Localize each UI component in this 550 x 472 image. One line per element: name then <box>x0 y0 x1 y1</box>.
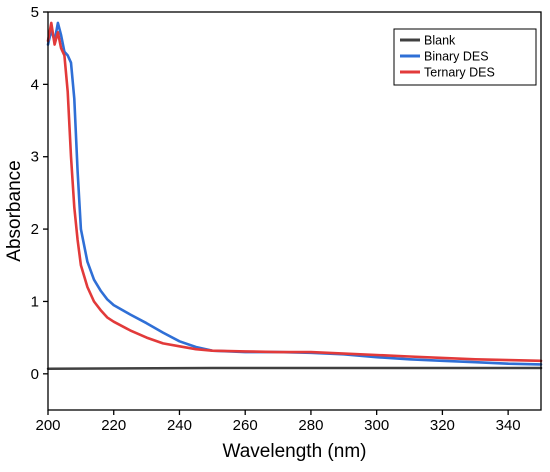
y-tick-label: 2 <box>31 221 39 238</box>
x-tick-label: 280 <box>298 417 323 434</box>
tick-layer: 200 220 240 260 280 300 320 340 0 1 2 3 4 5 <box>31 4 521 434</box>
plot-frame <box>47 11 542 411</box>
legend-label-ternary-des: Ternary DES <box>424 66 495 80</box>
x-tick-label: 240 <box>167 417 192 434</box>
y-tick-label: 0 <box>31 366 39 383</box>
x-axis-title: Wavelength (nm) <box>223 441 367 462</box>
series-line-binary-des <box>46 21 543 366</box>
legend-label-blank: Blank <box>424 34 456 48</box>
x-tick-label: 220 <box>101 417 126 434</box>
y-axis-title: Absorbance <box>4 160 25 261</box>
y-tick-label: 1 <box>31 293 39 310</box>
series-line-ternary-des <box>46 21 543 363</box>
legend: Blank Binary DES Ternary DES <box>393 28 537 86</box>
x-tick-label: 200 <box>35 417 60 434</box>
y-tick-label: 3 <box>31 149 39 166</box>
series-line-blank <box>46 366 543 371</box>
series-layer <box>46 21 543 371</box>
x-tick-label: 260 <box>233 417 258 434</box>
x-tick-label: 300 <box>364 417 389 434</box>
legend-box <box>393 28 537 86</box>
legend-label-binary-des: Binary DES <box>424 50 489 64</box>
y-tick-label: 4 <box>31 76 39 93</box>
x-tick-label: 340 <box>496 417 521 434</box>
y-tick-label: 5 <box>31 4 39 21</box>
x-tick-label: 320 <box>430 417 455 434</box>
